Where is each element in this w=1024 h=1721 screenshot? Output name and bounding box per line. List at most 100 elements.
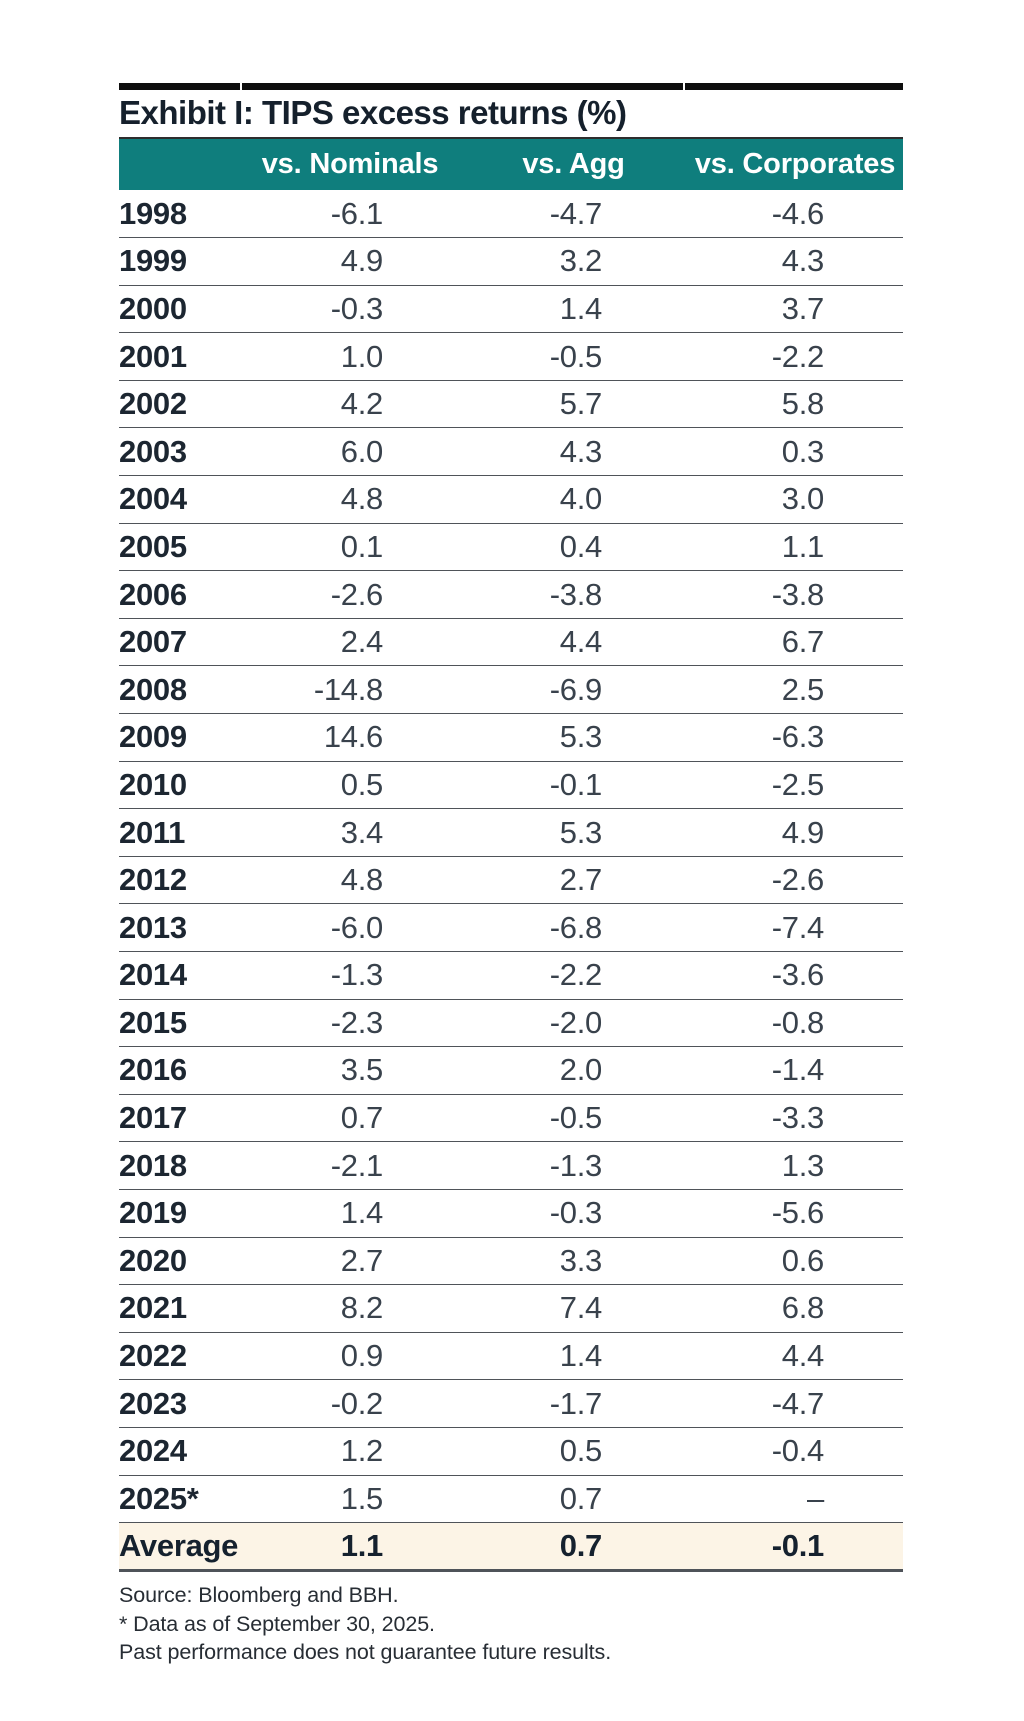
year-cell: 2018 <box>119 1141 240 1190</box>
value-cell: -2.5 <box>687 761 903 810</box>
value-cell: 1.4 <box>460 1332 687 1381</box>
table-row: 2007 2.4 4.4 6.7 <box>119 618 903 667</box>
value-cell: -3.6 <box>687 951 903 1000</box>
value-cell: 3.3 <box>460 1237 687 1286</box>
value-cell: 4.4 <box>460 618 687 667</box>
value-cell: -2.6 <box>687 856 903 905</box>
table-row: 2012 4.8 2.7 -2.6 <box>119 856 903 905</box>
value-cell: 4.8 <box>240 856 460 905</box>
value-cell: -1.4 <box>687 1046 903 1095</box>
year-cell: 2008 <box>119 665 240 715</box>
value-cell: -2.1 <box>240 1141 460 1190</box>
value-cell: -6.3 <box>687 713 903 762</box>
value-cell: -4.7 <box>460 190 687 239</box>
table-row: 2025* 1.5 0.7 – <box>119 1475 903 1524</box>
year-cell: 2024 <box>119 1427 240 1476</box>
value-cell: -4.7 <box>687 1379 903 1428</box>
column-header-vs-agg: vs. Agg <box>460 137 687 190</box>
returns-table: vs. Nominals vs. Agg vs. Corporates 1998… <box>119 137 903 1573</box>
value-cell: -2.2 <box>687 332 903 381</box>
year-cell: 2012 <box>119 856 240 905</box>
value-cell: 4.9 <box>687 808 903 857</box>
year-cell: 2016 <box>119 1046 240 1095</box>
value-cell: -0.2 <box>240 1379 460 1428</box>
table-row: 2003 6.0 4.3 0.3 <box>119 427 903 477</box>
year-cell: 2022 <box>119 1332 240 1381</box>
value-cell: -1.3 <box>460 1141 687 1190</box>
value-cell: -1.3 <box>240 951 460 1000</box>
value-cell: 5.3 <box>460 713 687 762</box>
table-row: 1999 4.9 3.2 4.3 <box>119 237 903 286</box>
table-header-row: vs. Nominals vs. Agg vs. Corporates <box>119 137 903 190</box>
table-row: 2020 2.7 3.3 0.6 <box>119 1237 903 1286</box>
year-cell: 2006 <box>119 570 240 619</box>
year-cell: 2001 <box>119 332 240 381</box>
value-cell: -3.8 <box>687 570 903 619</box>
value-cell: 8.2 <box>240 1284 460 1333</box>
value-cell: 0.6 <box>687 1237 903 1286</box>
average-label-cell: Average <box>119 1522 240 1573</box>
table-row: 2013 -6.0 -6.8 -7.4 <box>119 903 903 952</box>
year-cell: 2015 <box>119 999 240 1048</box>
value-cell: 1.4 <box>460 285 687 334</box>
value-cell: 2.5 <box>687 665 903 715</box>
value-cell: -1.7 <box>460 1379 687 1428</box>
value-cell: 6.7 <box>687 618 903 667</box>
value-cell: 4.0 <box>460 475 687 524</box>
top-rule-segment <box>119 83 240 90</box>
value-cell: 5.7 <box>460 380 687 429</box>
exhibit-title: Exhibit I: TIPS excess returns (%) <box>119 94 627 131</box>
table-row: 2010 0.5 -0.1 -2.5 <box>119 761 903 810</box>
top-rule-segment <box>685 83 903 90</box>
value-cell: -6.0 <box>240 903 460 952</box>
year-cell: 2025* <box>119 1475 240 1524</box>
value-cell: -7.4 <box>687 903 903 952</box>
column-header-vs-nominals: vs. Nominals <box>240 137 460 190</box>
value-cell: 1.5 <box>240 1475 460 1524</box>
column-header-vs-corporates: vs. Corporates <box>687 137 903 190</box>
value-cell: -0.5 <box>460 1094 687 1143</box>
year-cell: 2000 <box>119 285 240 334</box>
value-cell: 0.5 <box>240 761 460 810</box>
year-cell: 2020 <box>119 1237 240 1286</box>
table-row: 1998 -6.1 -4.7 -4.6 <box>119 190 903 239</box>
value-cell: 3.0 <box>687 475 903 524</box>
disclaimer-note: Past performance does not guarantee futu… <box>119 1640 612 1665</box>
table-row: 2021 8.2 7.4 6.8 <box>119 1284 903 1333</box>
source-note: Source: Bloomberg and BBH. <box>119 1583 399 1608</box>
value-cell: 1.0 <box>240 332 460 381</box>
value-cell: -0.8 <box>687 999 903 1048</box>
value-cell: 2.7 <box>460 856 687 905</box>
table-row: 2001 1.0 -0.5 -2.2 <box>119 332 903 381</box>
value-cell: 0.7 <box>240 1094 460 1143</box>
table-row: 2018 -2.1 -1.3 1.3 <box>119 1141 903 1190</box>
value-cell: -0.5 <box>460 332 687 381</box>
value-cell: 1.4 <box>240 1189 460 1238</box>
year-cell: 2003 <box>119 427 240 477</box>
value-cell: 4.2 <box>240 380 460 429</box>
table-row: 2011 3.4 5.3 4.9 <box>119 808 903 857</box>
value-cell: 4.3 <box>460 427 687 477</box>
value-cell: 14.6 <box>240 713 460 762</box>
year-cell: 2005 <box>119 523 240 572</box>
value-cell: 3.4 <box>240 808 460 857</box>
table-row: 2015 -2.3 -2.0 -0.8 <box>119 999 903 1048</box>
value-cell: -0.4 <box>687 1427 903 1476</box>
value-cell: 0.3 <box>687 427 903 477</box>
table-row: 2002 4.2 5.7 5.8 <box>119 380 903 429</box>
average-value-cell: 0.7 <box>460 1522 687 1573</box>
value-cell: -3.8 <box>460 570 687 619</box>
average-value-cell: -0.1 <box>687 1522 903 1573</box>
value-cell: 3.7 <box>687 285 903 334</box>
footnotes: Source: Bloomberg and BBH. * Data as of … <box>119 1581 903 1667</box>
year-cell: 2010 <box>119 761 240 810</box>
average-value-cell: 1.1 <box>240 1522 460 1573</box>
value-cell: -2.2 <box>460 951 687 1000</box>
table-row: 2023 -0.2 -1.7 -4.7 <box>119 1379 903 1428</box>
value-cell: 0.7 <box>460 1475 687 1524</box>
top-rule-segment <box>242 83 683 90</box>
table-row: 2009 14.6 5.3 -6.3 <box>119 713 903 762</box>
value-cell: -5.6 <box>687 1189 903 1238</box>
value-cell: 6.8 <box>687 1284 903 1333</box>
table-row: 2000 -0.3 1.4 3.7 <box>119 285 903 334</box>
